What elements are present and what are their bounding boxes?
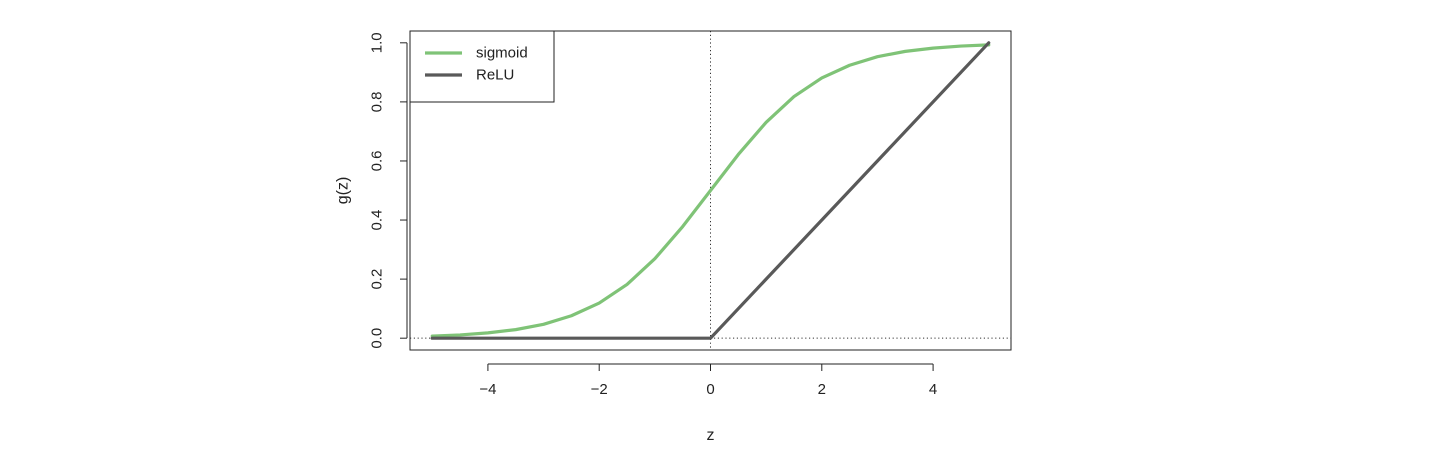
y-tick-label: 0.6 <box>369 151 386 172</box>
series-line-sigmoid <box>430 43 991 338</box>
y-tick-label: 0.2 <box>369 269 386 290</box>
x-tick-label: 2 <box>818 381 826 398</box>
y-tick-label: 0.0 <box>369 328 386 349</box>
y-tick-label: 0.4 <box>369 210 386 231</box>
y-axis-title: g(z) <box>335 177 352 205</box>
x-tick-label: 0 <box>706 381 714 398</box>
x-axis: −4 −2 0 2 4 <box>479 363 937 398</box>
legend: sigmoid ReLU <box>409 30 555 103</box>
x-axis-title: z <box>707 427 715 444</box>
legend-label-relu: ReLU <box>476 67 514 84</box>
x-tick-label: −4 <box>479 381 496 398</box>
series-line-relu <box>430 41 991 340</box>
y-tick-label: 1.0 <box>369 32 386 53</box>
x-tick-label: 4 <box>929 381 937 398</box>
y-axis: 0.0 0.2 0.4 0.6 0.8 1.0 <box>369 32 408 349</box>
legend-box <box>409 30 555 103</box>
series-layer <box>430 41 991 340</box>
x-tick-label: −2 <box>591 381 608 398</box>
legend-label-sigmoid: sigmoid <box>476 45 528 62</box>
y-tick-label: 0.8 <box>369 91 386 112</box>
plot-frame <box>409 30 1012 351</box>
